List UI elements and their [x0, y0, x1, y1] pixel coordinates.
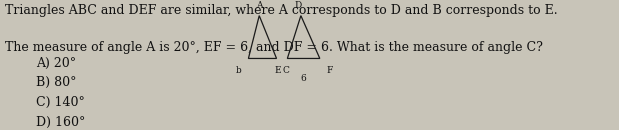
- Text: B) 80°: B) 80°: [36, 76, 76, 89]
- Text: The measure of angle A is 20°, EF = 6, and DF = 6. What is the measure of angle : The measure of angle A is 20°, EF = 6, a…: [5, 41, 543, 54]
- Text: F: F: [326, 66, 333, 75]
- Text: b: b: [236, 66, 241, 75]
- Text: C) 140°: C) 140°: [36, 96, 85, 109]
- Text: E: E: [274, 66, 281, 75]
- Text: A: A: [256, 1, 262, 10]
- Text: A) 20°: A) 20°: [36, 56, 76, 69]
- Text: Triangles ABC and DEF are similar, where A corresponds to D and B corresponds to: Triangles ABC and DEF are similar, where…: [5, 4, 558, 17]
- Text: D) 160°: D) 160°: [36, 116, 85, 129]
- Text: C: C: [283, 66, 290, 75]
- Text: 6: 6: [301, 74, 306, 83]
- Text: D: D: [295, 1, 302, 10]
